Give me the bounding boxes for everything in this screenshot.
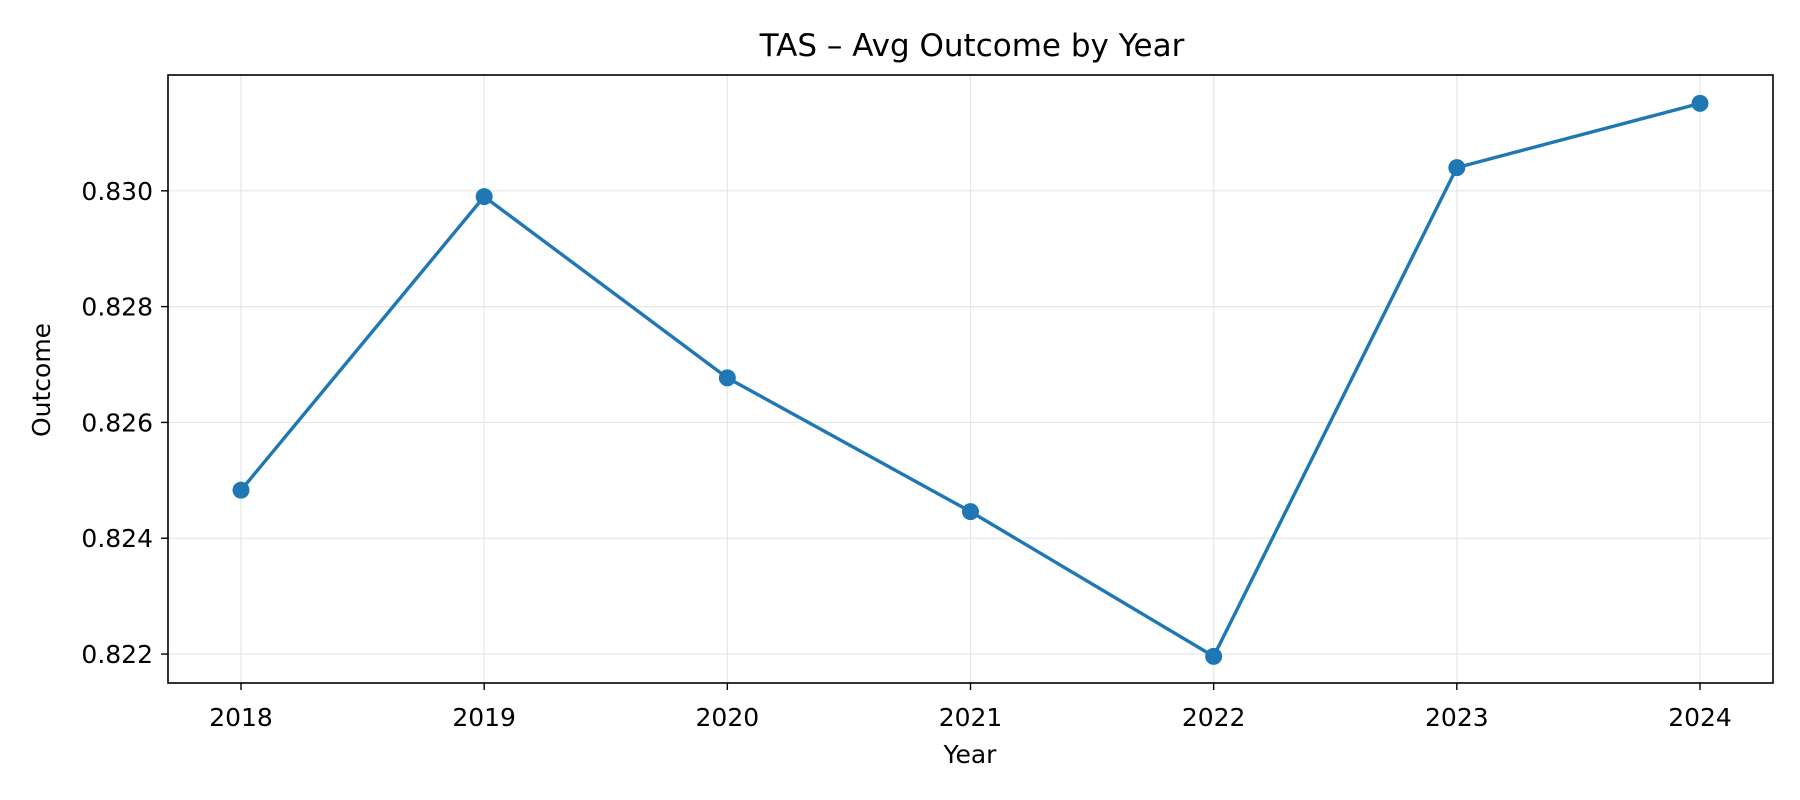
data-point-2020	[718, 369, 736, 387]
x-tick-label: 2024	[1668, 703, 1732, 732]
x-tick-label: 2023	[1425, 703, 1489, 732]
y-tick-label: 0.826	[81, 408, 153, 437]
y-tick-label: 0.824	[81, 524, 153, 553]
x-tick-label: 2019	[452, 703, 516, 732]
x-tick-label: 2022	[1182, 703, 1246, 732]
x-axis-label: Year	[943, 740, 998, 769]
data-point-2023	[1448, 159, 1466, 177]
data-point-2022	[1205, 647, 1223, 665]
data-point-2021	[962, 503, 979, 521]
chart-title: TAS – Avg Outcome by Year	[759, 28, 1185, 64]
x-tick-label: 2018	[209, 703, 273, 732]
data-point-2018	[232, 481, 250, 499]
y-tick-label: 0.830	[81, 177, 153, 206]
plot-frame	[167, 74, 1774, 684]
data-point-2019	[475, 188, 493, 206]
series-layer	[232, 94, 1709, 665]
data-point-2024	[1691, 94, 1709, 112]
y-axis-ticks: 0.822 0.824 0.826 0.828 0.830	[81, 177, 168, 669]
x-axis-ticks: 2018 2019 2020 2021 2022 2023 2024	[209, 683, 1732, 732]
grid	[168, 75, 1773, 683]
y-tick-label: 0.828	[81, 293, 153, 322]
y-tick-label: 0.822	[81, 640, 153, 669]
x-tick-label: 2021	[939, 703, 1003, 732]
x-tick-label: 2020	[696, 703, 760, 732]
y-axis-label: Outcome	[27, 323, 56, 437]
